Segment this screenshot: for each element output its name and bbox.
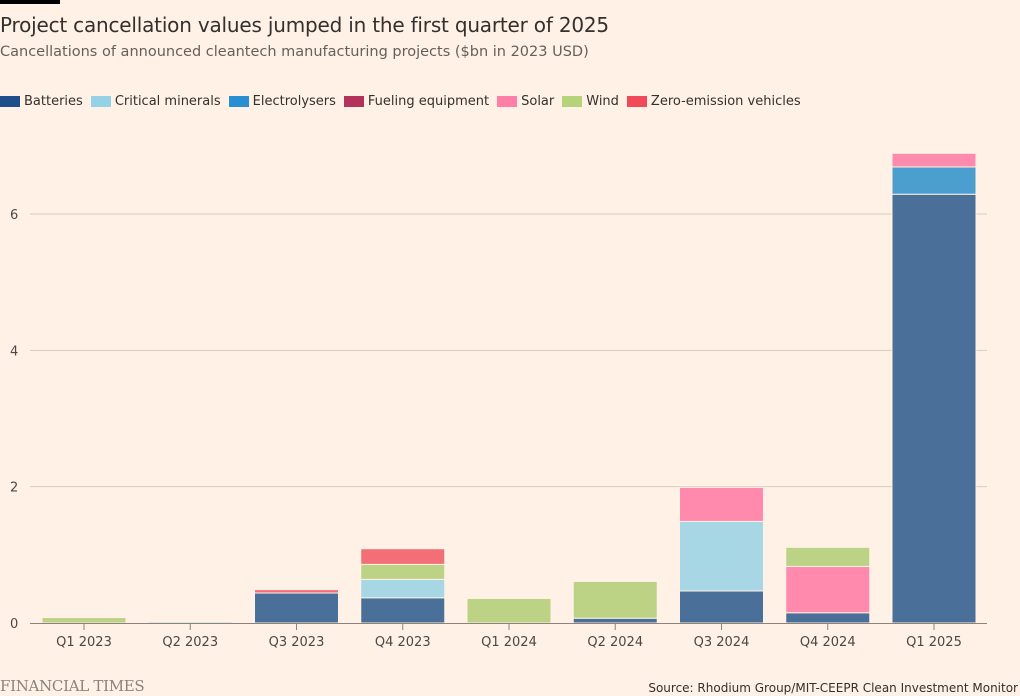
bar-segment-critical-minerals-q2-2023 bbox=[147, 621, 233, 624]
legend-item-wind: Wind bbox=[562, 94, 619, 109]
gridlines: 0 2 4 6 bbox=[10, 208, 987, 632]
legend-label: Zero-emission vehicles bbox=[650, 94, 801, 109]
bar-segment-batteries-q4-2024 bbox=[785, 612, 871, 624]
bar-segment-zero-emission-vehicles-q3-2023 bbox=[254, 589, 339, 594]
legend-swatch bbox=[90, 96, 111, 107]
legend-label: Solar bbox=[521, 94, 555, 109]
x-tick-label: Q4 2024 bbox=[800, 635, 856, 650]
y-tick-label: 6 bbox=[10, 208, 18, 223]
x-tick-label: Q2 2024 bbox=[587, 635, 643, 650]
bar-segment-batteries-q1-2025 bbox=[891, 193, 977, 624]
legend-label: Wind bbox=[586, 94, 619, 109]
legend-swatch bbox=[0, 96, 20, 107]
legend-swatch bbox=[562, 96, 583, 107]
legend-item-electrolysers: Electrolysers bbox=[228, 94, 336, 109]
bar-segment-batteries-q3-2023 bbox=[254, 592, 339, 624]
bar-segment-critical-minerals-q4-2023 bbox=[360, 578, 446, 599]
x-tick-label: Q1 2024 bbox=[481, 635, 537, 650]
y-tick-label: 4 bbox=[10, 344, 18, 359]
x-tick-label: Q1 2025 bbox=[906, 635, 962, 650]
bar-segment-wind-q4-2023 bbox=[360, 563, 446, 580]
x-axis: Q1 2023 Q2 2023 Q3 2023 Q4 2023 Q1 2024 Q2 20… bbox=[30, 623, 987, 650]
legend-item-fueling-equipment: Fueling equipment bbox=[343, 94, 490, 109]
bars bbox=[41, 152, 977, 624]
chart-title: Project cancellation values jumped in th… bbox=[0, 13, 609, 37]
legend-label: Critical minerals bbox=[114, 94, 221, 109]
bar-segment-batteries-q2-2024 bbox=[572, 617, 658, 624]
ft-top-bar bbox=[0, 0, 60, 4]
ft-logo: FINANCIAL TIMES bbox=[0, 677, 145, 695]
bar-segment-wind-q1-2024 bbox=[466, 597, 552, 624]
x-tick-label: Q4 2023 bbox=[375, 635, 431, 650]
legend-item-batteries: Batteries bbox=[0, 94, 83, 109]
x-tick-label: Q1 2023 bbox=[56, 635, 112, 650]
bar-segment-solar-q3-2024 bbox=[679, 486, 764, 522]
bar-segment-batteries-q4-2023 bbox=[360, 597, 446, 624]
bar-segment-critical-minerals-q3-2024 bbox=[679, 520, 764, 592]
x-tick-label: Q3 2024 bbox=[694, 635, 750, 650]
bar-segment-wind-q2-2024 bbox=[572, 580, 658, 619]
bar-segment-wind-q4-2024 bbox=[785, 546, 871, 567]
legend-label: Batteries bbox=[24, 94, 83, 109]
y-tick-label: 2 bbox=[10, 481, 18, 496]
source-note: Source: Rhodium Group/MIT-CEEPR Clean In… bbox=[648, 681, 1018, 695]
chart-subtitle: Cancellations of announced cleantech man… bbox=[0, 44, 589, 60]
bar-segment-electrolysers-q1-2025 bbox=[891, 166, 977, 195]
legend-item-solar: Solar bbox=[497, 94, 554, 109]
legend-item-zero-emission-vehicles: Zero-emission vehicles bbox=[626, 94, 801, 109]
legend-label: Fueling equipment bbox=[367, 94, 490, 109]
x-tick-label: Q3 2023 bbox=[269, 635, 325, 650]
legend-swatch bbox=[626, 96, 647, 107]
legend-swatch bbox=[343, 96, 364, 107]
legend-swatch bbox=[497, 96, 518, 107]
legend: Batteries Critical minerals Electrolysers F… bbox=[0, 94, 809, 109]
bar-segment-zero-emission-vehicles-q4-2023 bbox=[360, 548, 446, 565]
bar-segment-solar-q1-2025 bbox=[891, 152, 977, 168]
bar-segment-solar-q4-2024 bbox=[785, 565, 871, 614]
y-tick-label: 0 bbox=[10, 617, 18, 632]
legend-label: Electrolysers bbox=[252, 94, 336, 109]
bar-segment-wind-q1-2023 bbox=[41, 617, 127, 624]
legend-swatch bbox=[228, 96, 249, 107]
bar-segment-batteries-q3-2024 bbox=[679, 590, 764, 624]
x-tick-label: Q2 2023 bbox=[162, 635, 218, 650]
legend-item-critical-minerals: Critical minerals bbox=[90, 94, 221, 109]
